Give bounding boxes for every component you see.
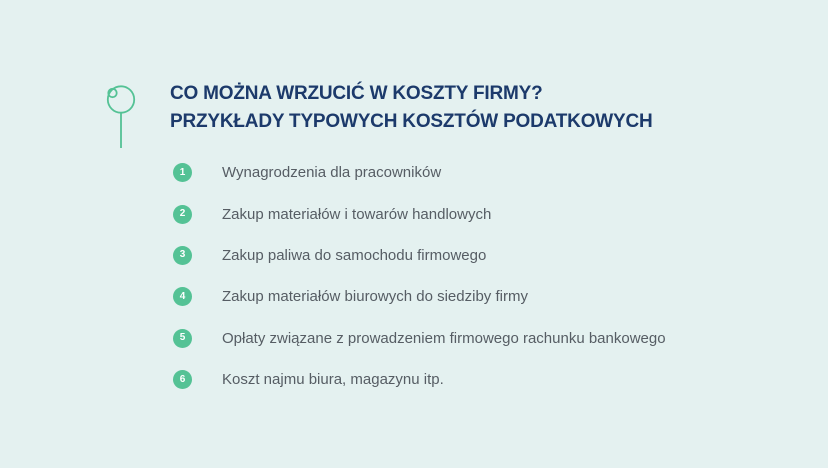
- list-item-label: Opłaty związane z prowadzeniem firmowego…: [222, 329, 666, 347]
- number-badge: 5: [173, 328, 192, 348]
- cost-examples-list: 1 Wynagrodzenia dla pracowników 2 Zakup …: [173, 152, 666, 400]
- list-item-label: Koszt najmu biura, magazynu itp.: [222, 371, 444, 389]
- list-item: 6 Koszt najmu biura, magazynu itp.: [173, 359, 666, 400]
- list-item: 2 Zakup materiałów i towarów handlowych: [173, 193, 666, 234]
- page-title-line2: PRZYKŁADY TYPOWYCH KOSZTÓW PODATKOWYCH: [170, 111, 653, 132]
- list-item: 4 Zakup materiałów biurowych do siedziby…: [173, 276, 666, 317]
- list-item: 3 Zakup paliwa do samochodu firmowego: [173, 235, 666, 276]
- list-item: 5 Opłaty związane z prowadzeniem firmowe…: [173, 318, 666, 359]
- list-item-label: Zakup paliwa do samochodu firmowego: [222, 246, 487, 264]
- page-title: CO MOŻNA WRZUCIĆ W KOSZTY FIRMY? PRZYKŁA…: [170, 80, 653, 136]
- number-badge: 4: [173, 287, 192, 307]
- number-badge: 2: [173, 204, 192, 224]
- list-item-label: Zakup materiałów biurowych do siedziby f…: [222, 288, 528, 306]
- pin-icon: [106, 85, 136, 148]
- number-badge: 6: [173, 370, 192, 390]
- list-item: 1 Wynagrodzenia dla pracowników: [173, 152, 666, 193]
- page-title-line1: CO MOŻNA WRZUCIĆ W KOSZTY FIRMY?: [170, 83, 543, 104]
- number-badge: 1: [173, 163, 192, 183]
- list-item-label: Wynagrodzenia dla pracowników: [222, 164, 442, 182]
- list-item-label: Zakup materiałów i towarów handlowych: [222, 205, 492, 223]
- number-badge: 3: [173, 245, 192, 265]
